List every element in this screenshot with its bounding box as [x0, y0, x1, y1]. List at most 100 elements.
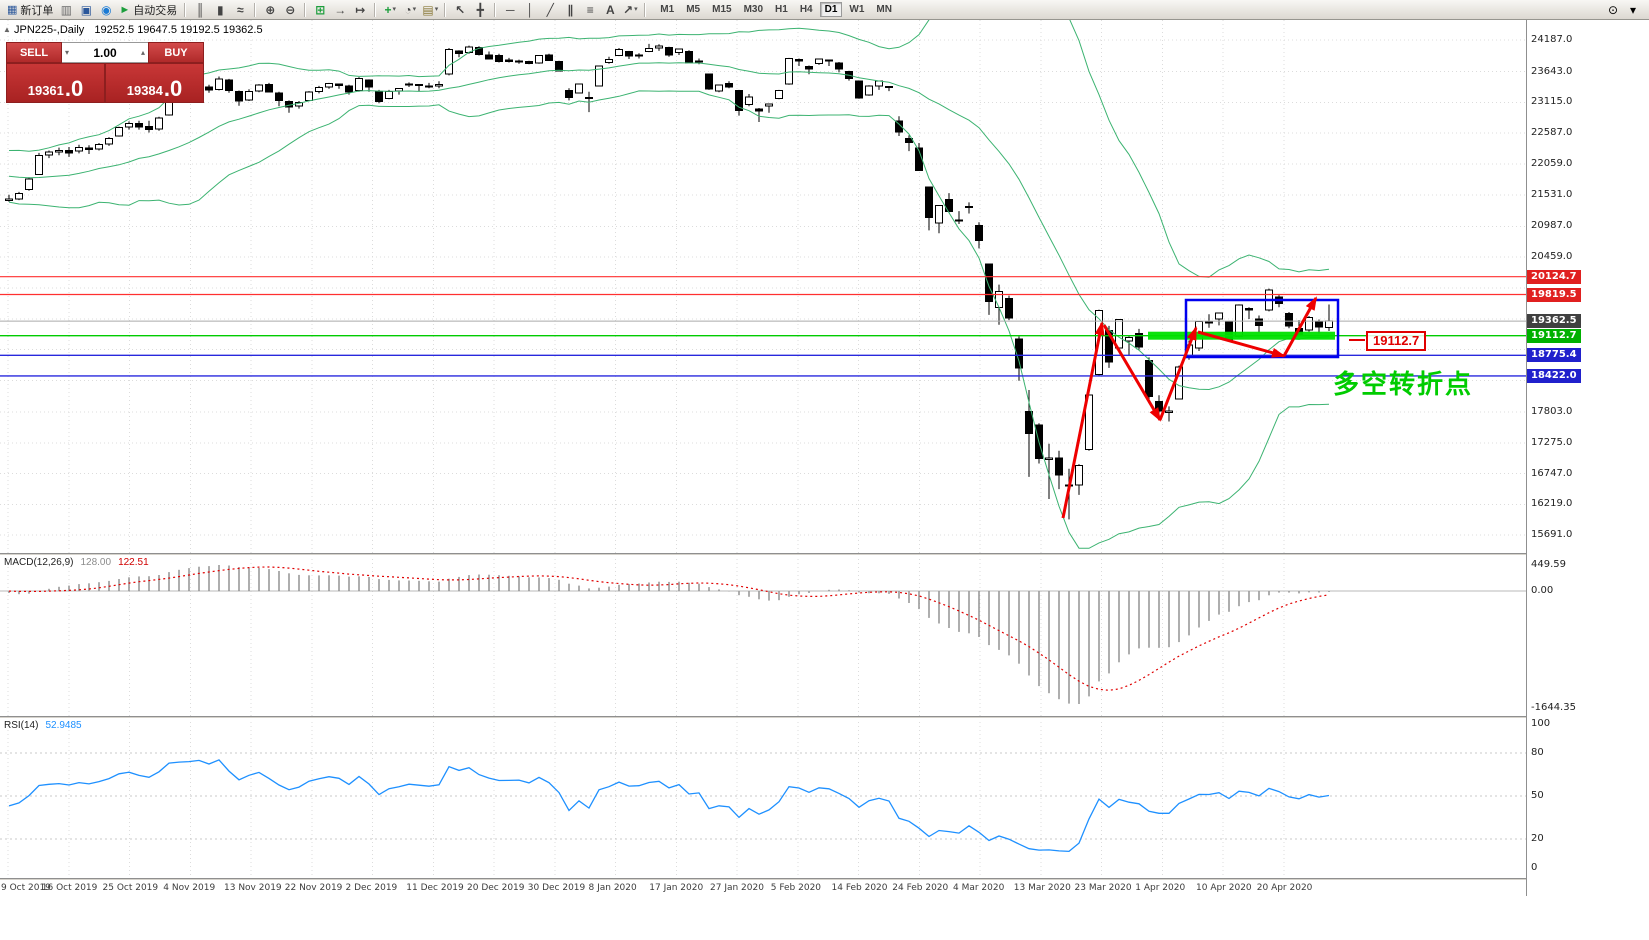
autotrading-icon: ►	[119, 3, 131, 16]
new-order-icon: ▦	[7, 4, 18, 16]
time-axis[interactable]: 9 Oct 2019 16 Oct 2019 25 Oct 2019 4 Nov 20…	[0, 881, 1526, 897]
macd-panel-canvas[interactable]	[0, 555, 1526, 716]
axis-label: 17803.0	[1531, 406, 1573, 418]
buy-price-frac: .0	[163, 76, 183, 101]
axis-label: 16219.0	[1531, 498, 1573, 510]
buy-price-main: 19384	[126, 83, 163, 98]
date-label: 27 Jan 2020	[710, 883, 764, 893]
axis-label: 16747.0	[1531, 467, 1573, 479]
axis-label: 0	[1531, 862, 1538, 873]
tile-windows-icon[interactable]: ⊞	[315, 2, 326, 17]
sell-button[interactable]: SELL	[6, 42, 62, 63]
macd-signal-value: 122.51	[118, 557, 149, 568]
indicators-icon[interactable]: + ▾	[384, 2, 397, 17]
arrows-caret-icon[interactable]: ▾	[634, 5, 638, 13]
auto-scroll-icon[interactable]: →	[334, 2, 347, 17]
date-label: 4 Mar 2020	[953, 883, 1005, 893]
text-icon[interactable]: A	[605, 2, 615, 17]
toolbar-separator	[254, 2, 257, 17]
chart-title: JPN225-,Daily 19252.5 19647.5 19192.5 19…	[14, 24, 263, 36]
zoom-out-icon[interactable]: ⊖	[285, 2, 296, 17]
indicators-caret-icon[interactable]: ▾	[392, 5, 397, 13]
date-label: 1 Apr 2020	[1135, 883, 1186, 893]
rsi-label-text: RSI(14)	[4, 720, 39, 731]
date-label: 14 Feb 2020	[831, 883, 888, 893]
search-icon[interactable]: ⊙	[1607, 3, 1619, 17]
price-callout-tick	[1349, 339, 1365, 341]
volume-increase-icon[interactable]: ▴	[140, 48, 145, 57]
date-label: 5 Feb 2020	[770, 883, 822, 893]
volume-decrease-icon[interactable]: ▾	[65, 48, 70, 57]
date-label: 22 Nov 2019	[284, 883, 343, 893]
toolbar-separator	[644, 2, 647, 17]
trendline-icon[interactable]: ╱	[546, 2, 554, 17]
timeframe-m15-button[interactable]: M15	[712, 4, 732, 15]
alerts-icon[interactable]: ◉	[101, 2, 112, 17]
charts-window-icon[interactable]: ▥	[60, 2, 73, 17]
date-label: 20 Apr 2020	[1256, 883, 1313, 893]
axis-label: 20459.0	[1531, 251, 1573, 263]
horizontal-line-icon[interactable]: ─	[506, 2, 515, 17]
toolbar-separator	[444, 2, 447, 17]
templates-caret-icon[interactable]: ▾	[434, 5, 439, 13]
main-chart-canvas[interactable]	[0, 20, 1526, 553]
arrows-icon[interactable]: ↗ ▾	[623, 2, 638, 17]
pivot-annotation: 多空转折点	[1333, 369, 1474, 399]
buy-button[interactable]: BUY	[148, 42, 204, 63]
sell-price-display[interactable]: 19361.0	[6, 63, 105, 103]
new-order-label: 新订单	[20, 4, 54, 17]
sell-price-main: 19361	[27, 83, 64, 98]
new-order-button[interactable]: ▦ 新订单	[7, 2, 53, 18]
fibonacci-icon[interactable]: ≡	[586, 2, 594, 17]
channel-icon[interactable]: ∥	[567, 2, 574, 17]
templates-icon[interactable]: ▤ ▾	[422, 2, 439, 17]
one-click-collapse-icon[interactable]: ▲	[3, 25, 11, 34]
macd-main-value: 128.00	[80, 557, 112, 568]
chart-shift-icon[interactable]: ↦	[355, 2, 366, 17]
line-chart-icon[interactable]: ≈	[237, 2, 244, 17]
market-watch-icon[interactable]: ▣	[80, 2, 93, 17]
price-axis[interactable]: 24187.0 23643.0 23115.0 22587.0 22059.0 21531…	[1526, 20, 1649, 896]
timeframe-h1-button[interactable]: H1	[775, 4, 788, 15]
date-label: 10 Apr 2020	[1196, 883, 1252, 893]
timeframe-d1-button[interactable]: D1	[819, 2, 843, 17]
toolbar-separator	[304, 2, 307, 17]
sell-price-frac: .0	[64, 76, 84, 101]
toolbar-menu-icon[interactable]: ▾	[1629, 3, 1637, 17]
timeframe-w1-button[interactable]: W1	[849, 4, 865, 15]
bar-chart-icon[interactable]: ║	[196, 2, 205, 17]
autotrading-button[interactable]: ► 自动交易	[119, 2, 177, 18]
axis-label: 24187.0	[1531, 33, 1573, 45]
periods-icon[interactable]: ◔ ▾	[404, 2, 417, 17]
rsi-panel-canvas[interactable]	[0, 718, 1526, 878]
timeframe-m5-button[interactable]: M5	[686, 4, 701, 15]
candlestick-chart-icon[interactable]: ▮	[216, 2, 224, 17]
timeframe-m30-button[interactable]: M30	[743, 4, 764, 15]
axis-label: 17275.0	[1531, 436, 1573, 448]
rsi-indicator-label: RSI(14) 52.9485	[4, 720, 82, 731]
buy-price-display[interactable]: 19384.0	[105, 63, 204, 103]
date-label: 25 Oct 2019	[102, 883, 159, 893]
periods-caret-icon[interactable]: ▾	[412, 5, 417, 13]
axis-label: 80	[1531, 746, 1544, 758]
axis-label: 20	[1531, 833, 1544, 845]
cursor-icon[interactable]: ↖	[455, 2, 466, 17]
price-badge: 19362.5	[1527, 314, 1581, 329]
zoom-in-icon[interactable]: ⊕	[265, 2, 276, 17]
price-badge: 18775.4	[1527, 348, 1581, 363]
axis-label: 23115.0	[1531, 96, 1573, 108]
volume-stepper[interactable]: ▾ 1.00 ▴	[62, 42, 148, 63]
price-badge: 19819.5	[1527, 287, 1581, 302]
date-label: 2 Dec 2019	[345, 883, 398, 893]
toolbar: ▦ 新订单 ▥ ▣ ◉ ► 自动交易 ║ ▮ ≈ ⊕ ⊖ ⊞ → ↦ + ▾ ◔ ▾ ▤ ▾ ↖ ╋ ─ │ ╱ ∥ ≡ A ↗ ▾ M1 M…	[0, 0, 1649, 20]
crosshair-icon[interactable]: ╋	[476, 2, 484, 17]
panel-separator[interactable]	[0, 716, 1649, 719]
vertical-line-icon[interactable]: │	[526, 2, 535, 17]
toolbar-separator	[494, 2, 497, 17]
panel-separator[interactable]	[0, 553, 1649, 556]
timeframe-m1-button[interactable]: M1	[660, 4, 675, 15]
timeframe-mn-button[interactable]: MN	[876, 4, 892, 15]
timeframe-h4-button[interactable]: H4	[799, 4, 813, 15]
price-callout-label: 19112.7	[1366, 331, 1427, 351]
axis-label: 449.59	[1531, 559, 1566, 570]
